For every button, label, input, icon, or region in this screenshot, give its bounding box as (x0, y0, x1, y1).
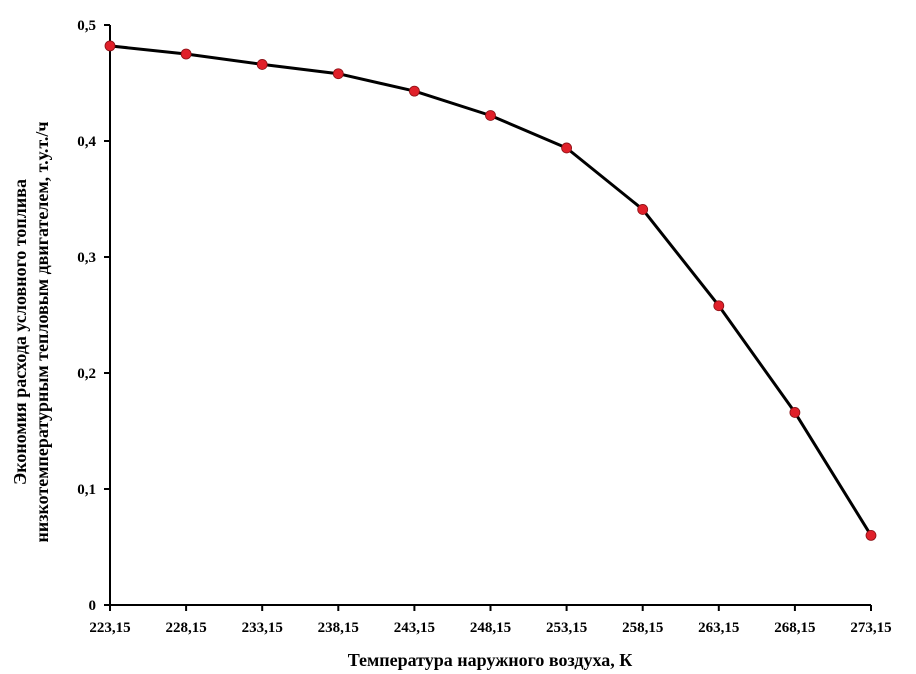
y-tick-label: 0,3 (77, 250, 96, 266)
data-point (485, 110, 496, 121)
x-tick-label: 223,15 (89, 620, 130, 636)
x-tick-label: 248,15 (470, 620, 511, 636)
x-tick-label: 253,15 (546, 620, 587, 636)
y-axis-title-line2: низкотемпературным тепловым двигателем, … (32, 122, 52, 543)
data-point (713, 300, 725, 312)
x-tick-label: 268,15 (774, 620, 815, 636)
y-tick-label: 0,4 (77, 134, 96, 150)
y-axis-title-group: Экономия расхода условного топлива низко… (10, 122, 52, 543)
y-tick-label: 0,2 (77, 366, 96, 382)
y-tick-label: 0,1 (77, 482, 96, 498)
y-tick-label: 0,5 (77, 18, 96, 34)
x-tick-label: 243,15 (394, 620, 435, 636)
data-point (637, 204, 649, 215)
data-point (408, 85, 420, 97)
x-tick-label: 228,15 (165, 620, 206, 636)
data-point (561, 142, 572, 154)
x-axis-ticks: 223,15 228,15 233,15 238,15 243,15 248,15 253,… (89, 605, 892, 636)
data-point (180, 48, 192, 60)
data-point (865, 530, 877, 541)
y-axis-title-line1: Экономия расхода условного топлива (10, 179, 30, 485)
x-tick-label: 273,15 (850, 620, 891, 636)
y-tick-label: 0 (89, 598, 97, 614)
y-axis-ticks: 0 0,1 0,2 0,3 0,4 0,5 (77, 18, 110, 614)
data-point (256, 59, 268, 70)
data-point (104, 40, 116, 52)
x-tick-label: 258,15 (622, 620, 663, 636)
data-point (332, 68, 344, 80)
x-tick-label: 238,15 (318, 620, 359, 636)
x-tick-label: 233,15 (242, 620, 283, 636)
data-point (789, 407, 801, 418)
x-tick-label: 263,15 (698, 620, 739, 636)
series-points-group (104, 40, 877, 541)
x-axis-title: Температура наружного воздуха, К (348, 650, 633, 670)
